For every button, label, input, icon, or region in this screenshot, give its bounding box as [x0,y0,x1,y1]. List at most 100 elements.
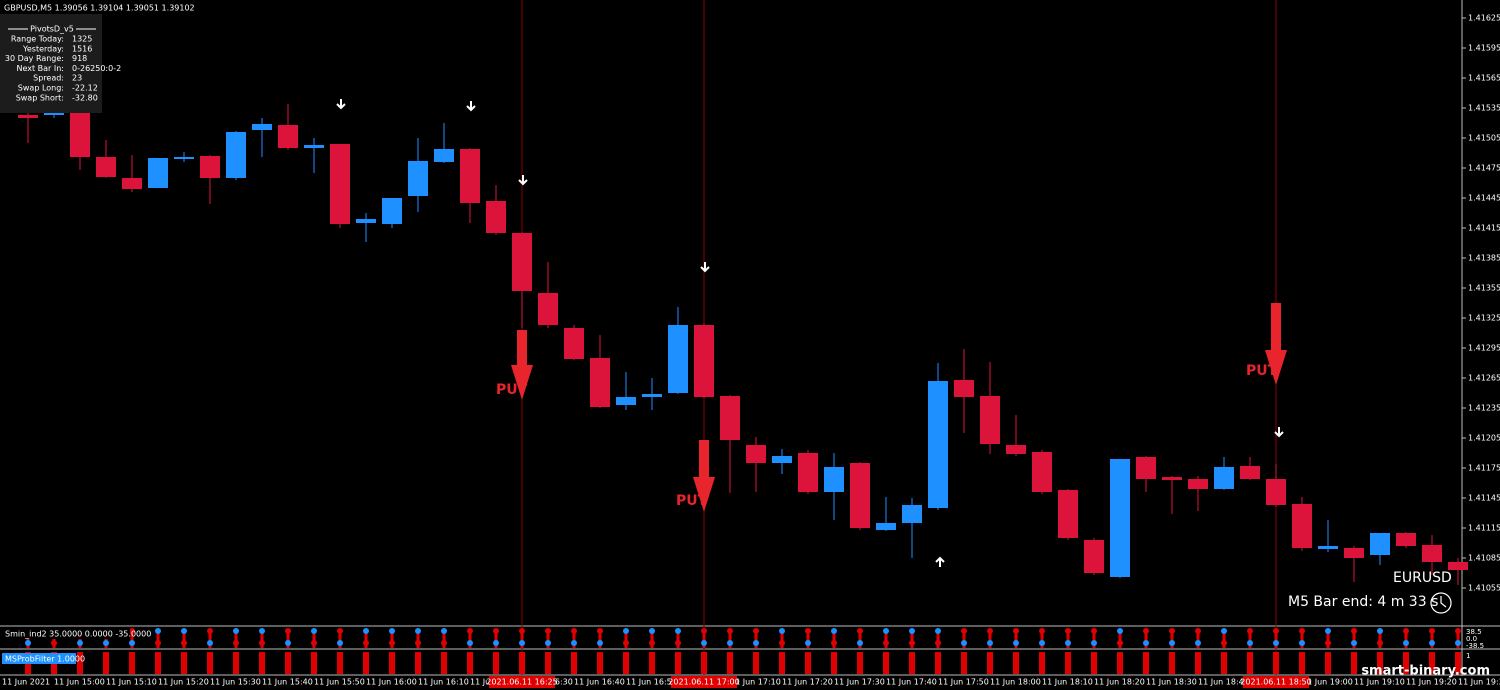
candle-body [434,149,454,162]
x-tick-label: 11 Jun 18:40 [1198,678,1249,687]
indicator-dot [1195,628,1201,634]
filter-bar [1325,652,1331,674]
filter-bar [1351,652,1357,674]
filter-bar [1169,652,1175,674]
filter-bar [987,652,993,674]
info-label: Spread: [33,74,64,83]
indicator-dot [1299,628,1305,634]
x-tick-label: 11 Jun 15:30 [210,678,261,687]
candle-body [538,293,558,325]
put-arrow [1265,303,1287,385]
x-tick-label: 11 Jun 16:00 [366,678,417,687]
y-tick-label: 1.41055 [1468,584,1500,593]
cursor-label-box [489,676,555,688]
x-tick-label: 11 Jun 15:50 [314,678,365,687]
candle-body [824,467,844,492]
cursor-label: 2021.06.11 18:50 [1240,678,1311,687]
filter-bar [857,652,863,674]
indicator-dot [805,640,811,646]
indicator-label: MSProbFilter 1.0000 [5,655,85,664]
filter-bar [1039,652,1045,674]
indicator-dot [961,628,967,634]
filter-bar [831,652,837,674]
filter-bar [233,652,239,674]
y-tick-label: 1.41595 [1468,44,1500,53]
y-tick-label: 1.41535 [1468,104,1500,113]
indicator-dot [649,628,655,634]
info-value: 23 [72,74,82,83]
indicator-dot [207,640,213,646]
filter-bar [597,652,603,674]
indicator-dot [1065,628,1071,634]
candle-body [1136,457,1156,479]
filter-bar [1429,652,1435,674]
filter-bar [701,652,707,674]
info-title: PivotsD_v5 [30,25,74,34]
indicator-dot [363,628,369,634]
candle-body [850,463,870,528]
indicator-dot [1325,628,1331,634]
candle-body [902,505,922,523]
candle-body [928,381,948,508]
candle-body [460,149,480,203]
indicator-dot [1377,640,1383,646]
x-tick-label: 11 Jun 19:30 [1458,678,1500,687]
candle-body [1422,545,1442,562]
indicator-dot [779,628,785,634]
filter-bar [259,652,265,674]
x-tick-label: 11 Jun 18:30 [1146,678,1197,687]
candle-body [1032,452,1052,492]
filter-bar [337,652,343,674]
candle-body [356,219,376,223]
info-value: 1325 [72,35,92,44]
candle-body [720,396,740,440]
indicator-dot [51,640,57,646]
symbol: EURUSD [1393,570,1452,586]
candle-body [1292,504,1312,548]
indicator-scale: 1 [1466,652,1470,660]
info-label: 30 Day Range: [5,54,64,63]
indicator-label: Smin_ind2 35.0000 0.0000 -35.0000 [5,630,151,639]
indicator-dot [675,640,681,646]
candle-body [1370,533,1390,555]
filter-bar [1273,652,1279,674]
indicator-dot [1117,640,1123,646]
indicator-dot [1091,640,1097,646]
candle-body [44,113,64,115]
filter-bar [285,652,291,674]
candle-body [304,145,324,148]
candle-body [980,396,1000,444]
indicator-dot [883,640,889,646]
candle-body [564,328,584,359]
indicator-dot [1325,640,1331,646]
indicator-dot [701,628,707,634]
indicator-dot [1351,628,1357,634]
indicator-dot [1221,640,1227,646]
x-tick-label: 11 Jun 16:50 [626,678,677,687]
filter-bar [103,652,109,674]
candle-body [96,157,116,177]
candle-body [954,380,974,397]
indicator-dot [1403,640,1409,646]
indicator-dot [415,628,421,634]
signal-arrow [466,101,476,112]
indicator-dot [389,640,395,646]
y-tick-label: 1.41115 [1468,524,1500,533]
candle-body [1006,445,1026,454]
candle-body [1214,467,1234,489]
x-tick-label: 11 Jun 15:10 [106,678,157,687]
candle-body [226,132,246,178]
filter-bar [1117,652,1123,674]
candle-body [408,161,428,196]
x-tick-label: 11 Jun 15:40 [262,678,313,687]
indicator-dot [77,640,83,646]
indicator-dot [311,640,317,646]
indicator-dot [1247,640,1253,646]
indicator-dot [935,628,941,634]
indicator-dot [1065,640,1071,646]
indicator-dot [623,628,629,634]
